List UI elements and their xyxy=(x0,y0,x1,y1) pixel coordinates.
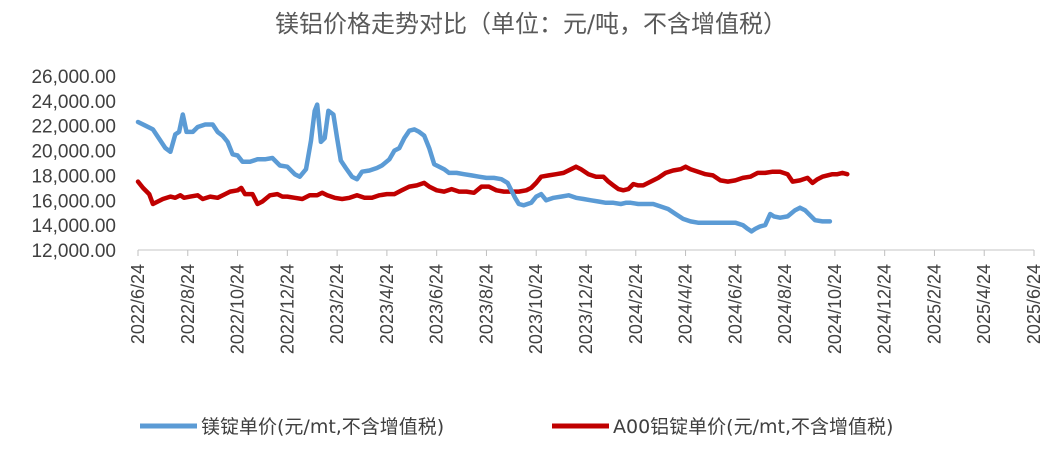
x-tick-label: 2023/8/24 xyxy=(476,264,496,344)
x-tick-label: 2024/6/24 xyxy=(725,264,745,344)
legend-aluminum: A00铝锭单价(元/mt,不含增值税) xyxy=(552,416,893,438)
y-tick-label: 26,000.00 xyxy=(31,67,116,88)
y-tick-label: 22,000.00 xyxy=(31,117,116,138)
x-tick-label: 2024/2/24 xyxy=(626,264,646,344)
series-layer xyxy=(135,102,850,234)
x-tick-label: 2023/2/24 xyxy=(327,264,347,344)
y-axis-labels: 26,000.00 24,000.00 22,000.00 20,000.00 18,0… xyxy=(31,67,116,262)
x-tick-label: 2022/8/24 xyxy=(178,264,198,344)
x-tick-label: 2025/2/24 xyxy=(924,264,944,344)
x-tick-label: 2022/10/24 xyxy=(228,264,248,354)
x-tick-label: 2023/10/24 xyxy=(526,264,546,354)
x-tick-label: 2025/4/24 xyxy=(974,264,994,344)
legend-label: A00铝锭单价(元/mt,不含增值税) xyxy=(613,416,893,438)
legend-magnesium: 镁锭单价(元/mt,不含增值税) xyxy=(140,416,444,438)
x-axis: 2022/6/24 2022/8/24 2022/10/24 2022/12/24 20… xyxy=(128,249,1044,354)
x-tick-label: 2022/6/24 xyxy=(128,264,148,344)
y-tick-label: 14,000.00 xyxy=(31,216,116,237)
y-tick-label: 24,000.00 xyxy=(31,92,116,113)
x-tick-label: 2024/4/24 xyxy=(676,264,696,344)
legend-label: 镁锭单价(元/mt,不含增值税) xyxy=(201,416,444,438)
y-tick-label: 20,000.00 xyxy=(31,142,116,163)
x-tick-label: 2023/12/24 xyxy=(576,264,596,354)
x-tick-label: 2025/6/24 xyxy=(1024,264,1044,344)
y-tick-label: 18,000.00 xyxy=(31,166,116,187)
legend: 镁锭单价(元/mt,不含增值税) A00铝锭单价(元/mt,不含增值税) xyxy=(140,416,893,438)
chart-title: 镁铝价格走势对比（单位：元/吨，不含增值税） xyxy=(274,10,788,38)
y-tick-label: 16,000.00 xyxy=(31,191,116,212)
x-tick-label: 2023/6/24 xyxy=(427,264,447,344)
y-tick-label: 12,000.00 xyxy=(31,241,116,262)
x-tick-label: 2024/10/24 xyxy=(825,264,845,354)
x-tick-label: 2023/4/24 xyxy=(377,264,397,344)
series-line-aluminum xyxy=(135,164,850,207)
series-line-magnesium xyxy=(135,102,833,234)
x-tick-label: 2024/8/24 xyxy=(775,264,795,344)
x-tick-label: 2022/12/24 xyxy=(277,264,297,354)
x-tick-label: 2024/12/24 xyxy=(875,264,895,354)
